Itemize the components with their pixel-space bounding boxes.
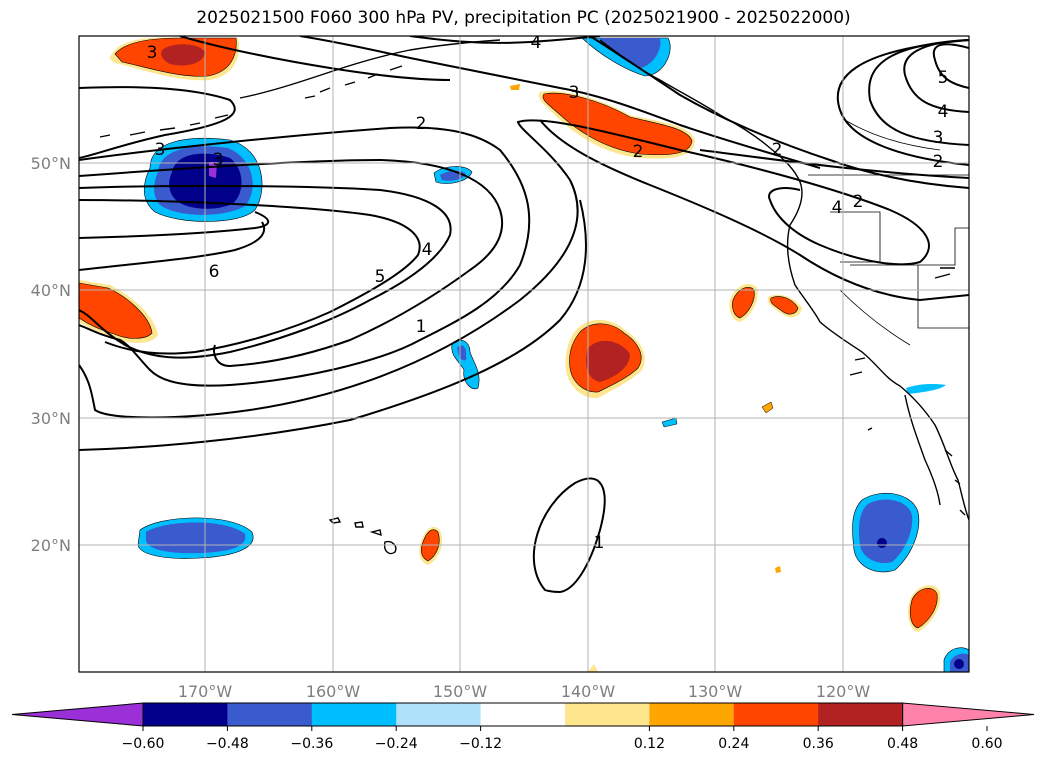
contour-label: 2 xyxy=(633,142,644,162)
lat-label: 30°N xyxy=(31,409,71,428)
longitude-labels: 170°W 160°W 150°W 140°W 130°W 120°W xyxy=(178,682,871,701)
contour-label: 3 xyxy=(155,140,166,160)
colorbar-tick-label: −0.60 xyxy=(122,736,165,752)
colorbar-extend-high xyxy=(902,702,1035,727)
colorbar-tick-label: −0.36 xyxy=(290,736,333,752)
colorbar-segment xyxy=(565,703,650,726)
colorbar-tick-label: −0.12 xyxy=(459,736,502,752)
colorbar-segment xyxy=(733,703,819,726)
colorbar-segment xyxy=(227,703,313,726)
lon-label: 150°W xyxy=(433,682,488,701)
lat-label: 50°N xyxy=(31,154,71,173)
lon-label: 170°W xyxy=(178,682,233,701)
lon-label: 130°W xyxy=(688,682,743,701)
contour-label: 2 xyxy=(933,152,944,172)
contour-label: 2 xyxy=(853,192,864,212)
contour-label: 6 xyxy=(209,262,220,282)
lon-label: 140°W xyxy=(561,682,616,701)
colorbar-tick-label: 0.36 xyxy=(803,736,834,752)
colorbar-tick-label: −0.24 xyxy=(375,736,418,752)
colorbar-tick-label: 0.60 xyxy=(971,736,1002,752)
contour-label: 2 xyxy=(772,140,783,160)
colorbar-tick-label: 0.12 xyxy=(634,736,665,752)
colorbar-extend-low xyxy=(11,702,144,727)
contour-label: 2 xyxy=(416,114,427,134)
contour-label: 4 xyxy=(938,102,949,122)
colorbar-segment xyxy=(649,703,735,726)
colorbar-frame xyxy=(142,702,904,727)
contour-label: 3 xyxy=(147,43,158,63)
colorbar-segment xyxy=(311,703,397,726)
pv-contours xyxy=(79,36,969,594)
contour-label: 1 xyxy=(594,533,605,553)
contour-label: 5 xyxy=(375,267,386,287)
colorbar-ticks: −0.60 −0.48 −0.36 −0.24 −0.12 0.12 0.24 0.36 0.4… xyxy=(122,726,1003,752)
contour-labels: 3 4 3 5 4 3 2 2 3 2 2 2 3 4 6 5 4 1 1 xyxy=(147,33,949,553)
lat-label: 20°N xyxy=(31,536,71,555)
colorbar xyxy=(11,702,1035,727)
colorbar-tick-label: 0.48 xyxy=(887,736,918,752)
contour-label: 4 xyxy=(832,198,843,218)
lon-label: 160°W xyxy=(306,682,361,701)
map-frame xyxy=(78,35,970,673)
lat-label: 40°N xyxy=(31,281,71,300)
colorbar-segment xyxy=(480,703,566,726)
latitude-labels: 50°N 40°N 30°N 20°N xyxy=(31,154,71,555)
colorbar-tick-label: 0.24 xyxy=(718,736,749,752)
contour-label: 3 xyxy=(933,128,944,148)
precip-positive-areas xyxy=(79,37,941,672)
contour-label: 3 xyxy=(213,150,224,170)
contour-label: 1 xyxy=(416,317,427,337)
coastlines xyxy=(99,39,969,555)
contour-label: 3 xyxy=(569,83,580,103)
lon-label: 120°W xyxy=(816,682,871,701)
borders xyxy=(808,119,969,346)
colorbar-segment xyxy=(396,703,482,726)
contour-label: 4 xyxy=(422,240,433,260)
colorbar-segment xyxy=(143,703,228,726)
graticule xyxy=(79,36,969,672)
contour-label: 4 xyxy=(531,33,542,53)
contour-label: 5 xyxy=(938,68,949,88)
map-title: 2025021500 F060 300 hPa PV, precipitatio… xyxy=(196,8,851,28)
colorbar-tick-label: −0.48 xyxy=(206,736,249,752)
colorbar-segment xyxy=(818,703,904,726)
